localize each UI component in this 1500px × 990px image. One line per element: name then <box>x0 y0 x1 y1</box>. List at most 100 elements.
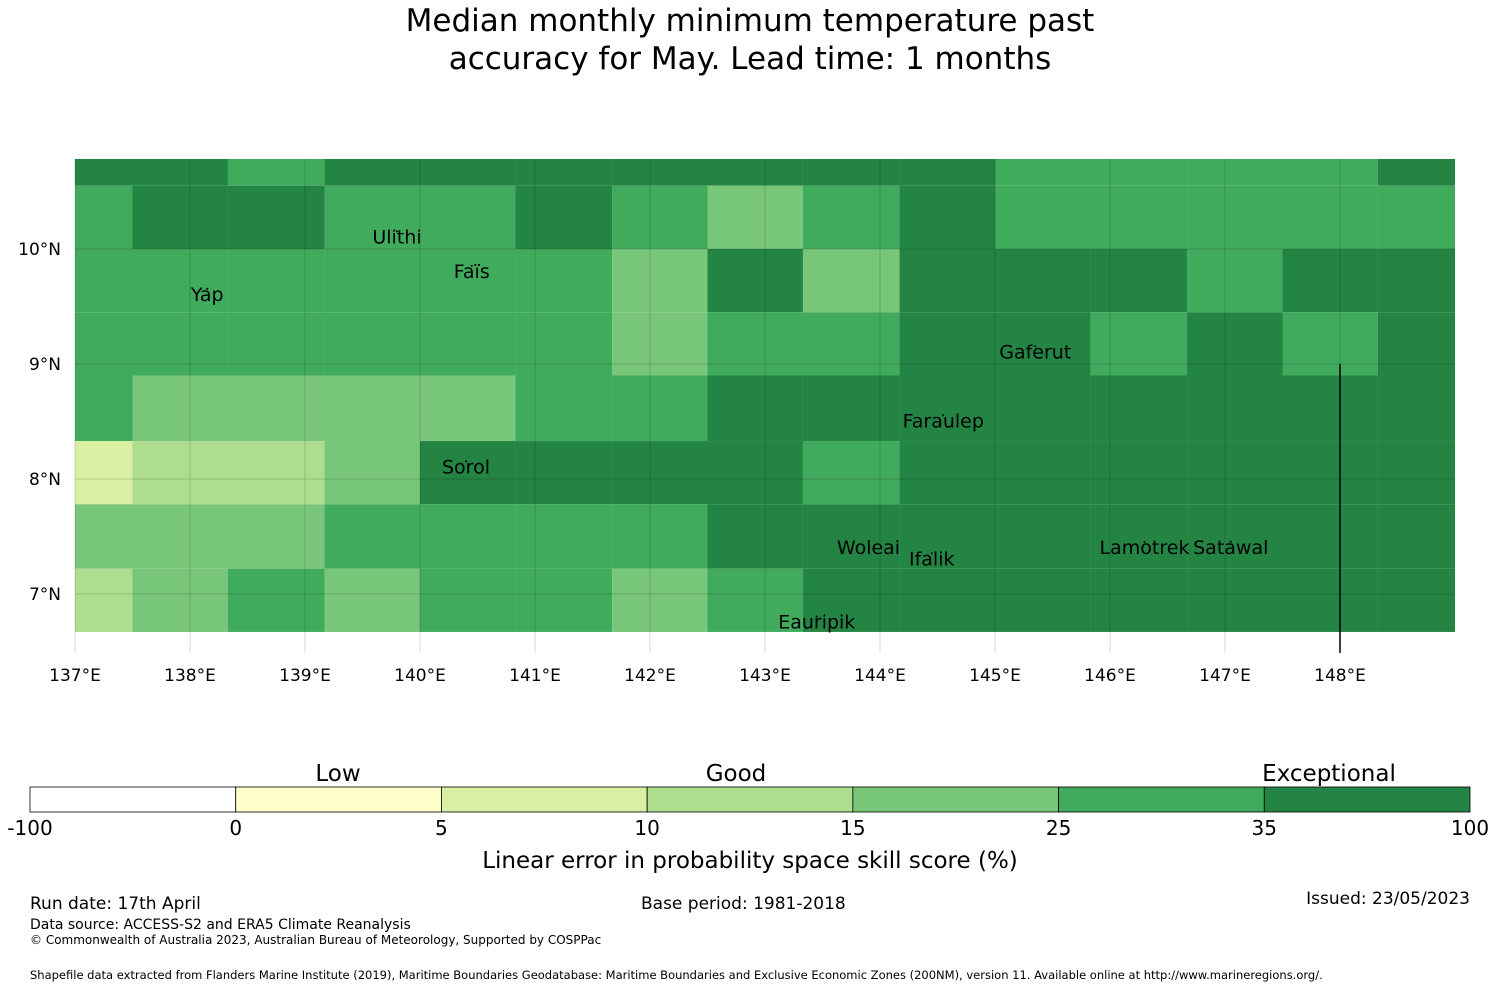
skill-cell <box>515 312 613 376</box>
skill-cell <box>802 312 900 376</box>
skill-cell <box>420 568 516 632</box>
skill-cell <box>1377 159 1455 186</box>
skill-cell <box>132 441 228 505</box>
skill-cell <box>995 185 1091 249</box>
skill-grid <box>75 159 1455 632</box>
lat-tick-label: 8°N <box>29 470 61 490</box>
skill-cell <box>227 249 325 313</box>
skill-cell <box>1187 568 1283 632</box>
skill-cell <box>1187 185 1283 249</box>
skill-cell <box>899 159 995 186</box>
island-label: Woleai <box>837 537 900 559</box>
skill-cell <box>707 185 803 249</box>
skill-cell <box>515 159 613 186</box>
colorbar: -100 0 5 10 15 25 35 100 Low Good Exceptional Linea… <box>7 761 1489 874</box>
lon-tick-label: 146°E <box>1084 666 1136 686</box>
skill-cell <box>420 375 516 442</box>
island-marker <box>396 230 398 233</box>
skill-cell <box>1187 249 1283 313</box>
skill-cell <box>899 504 995 569</box>
colorbar-tick-label: 100 <box>1451 816 1489 840</box>
island-marker <box>815 615 818 618</box>
lon-tick-label: 143°E <box>739 666 791 686</box>
skill-cell <box>75 441 133 505</box>
lat-tick-label: 9°N <box>29 355 61 375</box>
skill-cell <box>1090 568 1188 632</box>
island-label: Faïs <box>454 261 490 283</box>
skill-cell <box>1282 504 1378 569</box>
skill-cell <box>132 249 228 313</box>
island-marker <box>465 460 467 463</box>
skill-cell <box>1090 441 1188 505</box>
skill-cell <box>1187 375 1283 442</box>
colorbar-swatch <box>1058 786 1265 813</box>
skill-cell <box>75 504 133 569</box>
island-label: Ulithi <box>372 226 421 248</box>
skill-cell <box>75 159 133 186</box>
skill-cell <box>324 249 420 313</box>
skill-cell <box>612 375 708 442</box>
copyright: © Commonwealth of Australia 2023, Austra… <box>30 933 602 947</box>
title-line-1: Median monthly minimum temperature past <box>405 3 1095 39</box>
skill-cell <box>707 504 803 569</box>
skill-cell <box>420 441 516 505</box>
skill-cell <box>899 249 995 313</box>
skill-cell <box>707 375 803 442</box>
island-marker <box>930 552 933 555</box>
skill-cell <box>1377 312 1455 376</box>
island-label: Sorol <box>442 456 490 478</box>
skill-cell <box>1282 568 1378 632</box>
skill-cell <box>515 441 613 505</box>
skill-cell <box>899 441 995 505</box>
skill-cell <box>995 441 1091 505</box>
skill-cell <box>75 312 133 376</box>
colorbar-swatch <box>441 786 648 813</box>
skill-map: Ulithi Faïs Yap Gaferut Faraulep Sorol Woleai I… <box>7 159 1489 874</box>
skill-cell <box>612 441 708 505</box>
lat-tick-label: 7°N <box>29 585 61 605</box>
colorbar-tick-label: 35 <box>1252 816 1277 840</box>
skill-cell <box>802 159 900 186</box>
skill-cell <box>995 568 1091 632</box>
skill-cell <box>1282 312 1378 376</box>
skill-cell <box>1187 504 1283 569</box>
skill-cell <box>1282 185 1378 249</box>
lon-tick-label: 137°E <box>49 666 101 686</box>
skill-cell <box>420 312 516 376</box>
island-label: Yap <box>190 284 224 306</box>
skill-cell <box>612 159 708 186</box>
shapefile-credit: Shapefile data extracted from Flanders M… <box>30 968 1323 982</box>
island-marker <box>1229 540 1232 543</box>
lon-tick-label: 138°E <box>164 666 216 686</box>
colorbar-tick-label: -100 <box>7 816 52 840</box>
skill-cell <box>612 185 708 249</box>
island-marker <box>206 287 209 290</box>
skill-cell <box>802 504 900 569</box>
skill-cell <box>707 441 803 505</box>
skill-cell <box>1090 312 1188 376</box>
skill-cell <box>515 375 613 442</box>
skill-cell <box>75 185 133 249</box>
island-label: Eauripik <box>778 612 855 634</box>
colorbar-swatch <box>235 786 442 813</box>
skill-cell <box>1377 249 1455 313</box>
island-marker <box>867 540 870 543</box>
skill-cell <box>899 312 995 376</box>
colorbar-axis-label: Linear error in probability space skill … <box>482 848 1018 874</box>
skill-cell <box>132 159 228 186</box>
island-marker <box>470 264 473 267</box>
skill-cell <box>420 185 516 249</box>
island-marker <box>942 414 945 417</box>
title-line-2: accuracy for May. Lead time: 1 months <box>448 41 1052 77</box>
issued-date: Issued: 23/05/2023 <box>1306 889 1470 909</box>
island-label: Faraulep <box>903 410 984 432</box>
run-date: Run date: 17th April <box>30 894 201 914</box>
skill-cell <box>227 504 325 569</box>
skill-cell <box>75 249 133 313</box>
skill-cell <box>612 249 708 313</box>
map-title: Median monthly minimum temperature past … <box>0 2 1500 78</box>
colorbar-tick-label: 25 <box>1046 816 1071 840</box>
skill-cell <box>1090 159 1188 186</box>
skill-cell <box>802 568 900 632</box>
skill-cell <box>324 568 420 632</box>
